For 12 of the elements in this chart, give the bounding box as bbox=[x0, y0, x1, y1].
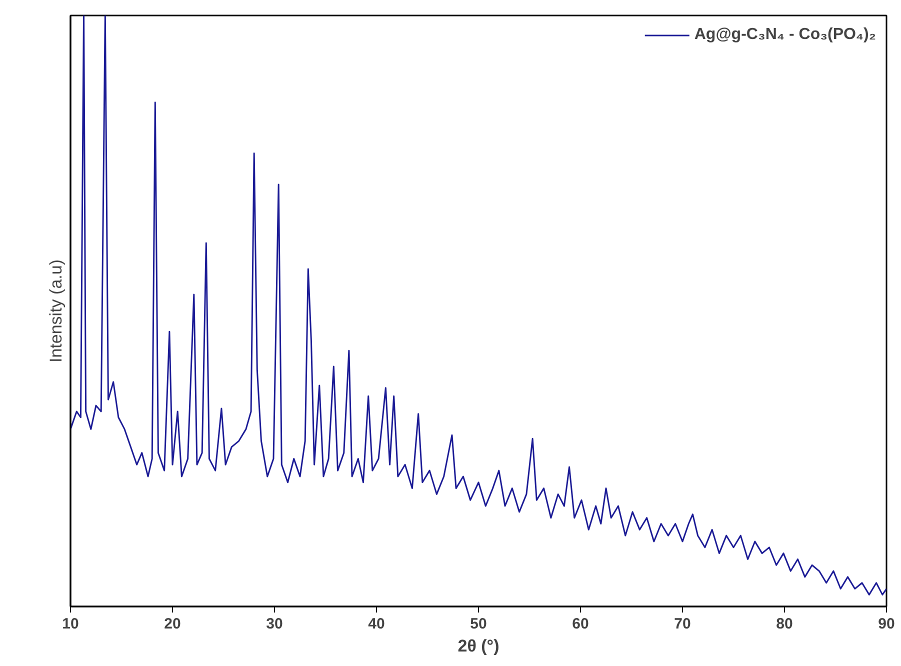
x-tick-label: 70 bbox=[674, 616, 691, 632]
x-tick-label: 60 bbox=[572, 616, 589, 632]
x-tick-label: 40 bbox=[368, 616, 385, 632]
y-axis-title: Intensity (a.u) bbox=[46, 259, 66, 362]
x-tick-label: 30 bbox=[266, 616, 283, 632]
x-tick-label: 20 bbox=[164, 616, 181, 632]
x-tick-label: 10 bbox=[62, 616, 79, 632]
x-tick-label: 90 bbox=[878, 616, 895, 632]
legend-label: Ag@g-C₃N₄ - Co₃(PO₄)₂ bbox=[694, 26, 876, 44]
x-tick-label: 50 bbox=[470, 616, 487, 632]
x-tick-label: 80 bbox=[776, 616, 793, 632]
x-axis-title: 2θ (°) bbox=[458, 636, 500, 656]
